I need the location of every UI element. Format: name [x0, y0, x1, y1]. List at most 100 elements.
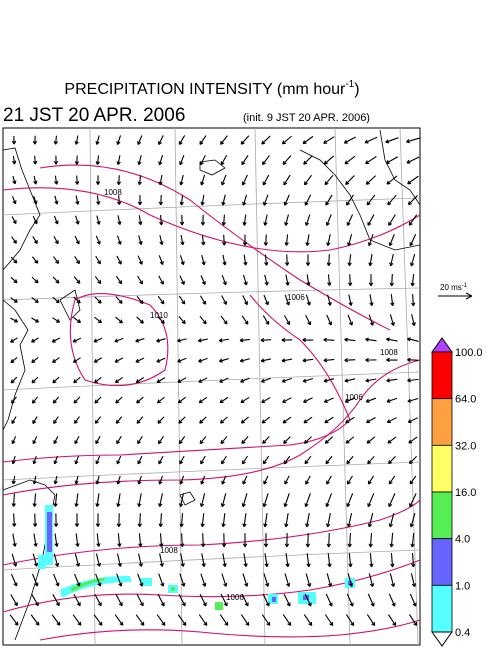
wind-arrow	[302, 377, 314, 383]
wind-arrow	[347, 254, 352, 267]
wind-arrow	[326, 314, 333, 326]
wind-arrow	[284, 573, 291, 587]
wind-arrow	[137, 493, 142, 508]
wind-arrow	[306, 274, 311, 286]
wind-arrow	[305, 573, 312, 587]
wind-arrow	[11, 475, 16, 485]
wind-arrow	[325, 493, 333, 508]
wind-arrow	[180, 553, 185, 567]
wind-arrow	[54, 533, 59, 547]
wind-arrow	[11, 455, 16, 465]
wind-arrow	[263, 533, 269, 548]
wind-arrow	[32, 475, 37, 485]
wind-arrow	[343, 136, 356, 144]
wind-arrow	[346, 475, 353, 485]
wind-arrow	[200, 455, 206, 465]
wind-arrow	[304, 493, 311, 508]
wind-arrow	[74, 155, 80, 165]
wind-arrow	[157, 416, 165, 424]
wind-arrow	[220, 315, 228, 325]
wind-arrow	[263, 475, 269, 485]
wind-arrow	[12, 513, 17, 527]
wind-arrow	[346, 512, 353, 528]
wind-arrow	[137, 436, 143, 445]
wind-arrow	[95, 436, 101, 445]
wind-arrow	[323, 155, 335, 165]
wind-arrow	[54, 175, 59, 185]
wind-arrow	[390, 294, 395, 307]
wind-arrow	[263, 214, 268, 226]
wind-arrow	[95, 573, 102, 587]
wind-arrow	[345, 175, 355, 186]
wind-arrow	[242, 214, 247, 226]
wind-arrow	[347, 234, 353, 247]
wind-arrow	[178, 295, 186, 305]
wind-arrow	[324, 436, 334, 444]
wind-arrow	[282, 614, 292, 626]
wind-arrow	[156, 377, 166, 383]
isobar-label: 1008	[380, 348, 398, 357]
wind-arrow	[326, 573, 333, 587]
wind-arrow	[137, 455, 143, 465]
wind-arrow	[11, 396, 17, 404]
wind-arrow	[327, 274, 332, 286]
wind-arrow	[95, 553, 102, 567]
wind-arrow	[303, 436, 312, 444]
wind-arrow	[241, 315, 249, 325]
wind-arrow	[410, 273, 415, 287]
wind-arrow	[32, 416, 38, 424]
wind-arrow	[11, 135, 17, 145]
wind-arrow	[12, 155, 17, 165]
wind-arrow	[221, 475, 227, 485]
wind-arrow	[408, 436, 418, 444]
wind-arrow	[281, 337, 293, 343]
wind-arrow	[264, 254, 269, 266]
wind-arrow	[158, 493, 163, 508]
wind-scale-head	[465, 292, 473, 300]
wind-arrow	[116, 436, 122, 445]
wind-arrow	[159, 533, 164, 548]
wind-arrow	[74, 553, 81, 567]
wind-arrow	[158, 475, 163, 485]
wind-arrow	[283, 315, 291, 326]
wind-arrow	[178, 436, 186, 445]
wind-arrow	[240, 135, 250, 145]
wind-arrow	[409, 512, 416, 528]
wind-arrow	[345, 194, 354, 206]
wind-arrow	[221, 234, 227, 246]
wind-arrow	[96, 533, 101, 547]
wind-arrow	[240, 377, 250, 383]
wind-arrow	[53, 553, 60, 567]
wind-arrow	[95, 513, 101, 527]
wind-arrow	[284, 294, 290, 306]
wind-arrow	[31, 317, 40, 323]
wind-arrow	[74, 135, 79, 145]
wind-arrow	[178, 316, 186, 325]
wind-arrow	[326, 475, 332, 485]
wind-arrow	[411, 294, 416, 307]
wind-arrow	[136, 396, 144, 404]
wind-arrow	[344, 358, 356, 363]
wind-arrow	[367, 512, 374, 528]
wind-arrow	[53, 155, 59, 165]
wind-arrow	[303, 174, 312, 186]
wind-arrow	[306, 553, 311, 568]
wind-arrow	[159, 553, 164, 567]
wind-arrow	[200, 475, 206, 485]
wind-arrow	[115, 416, 123, 424]
wind-arrow	[177, 357, 187, 363]
wind-arrow	[52, 396, 60, 404]
wind-arrow	[261, 135, 271, 145]
wind-arrow	[10, 376, 18, 384]
wind-arrow	[179, 573, 186, 587]
wind-arrow	[199, 295, 207, 305]
wind-arrow	[137, 475, 142, 485]
wind-arrow	[221, 513, 226, 528]
wind-arrow	[10, 256, 18, 264]
wind-arrow	[136, 416, 144, 424]
wind-arrow	[158, 174, 163, 186]
wind-arrow	[201, 254, 206, 266]
wind-arrow	[323, 378, 335, 383]
wind-arrow	[260, 338, 272, 343]
wind-arrow	[369, 553, 374, 568]
